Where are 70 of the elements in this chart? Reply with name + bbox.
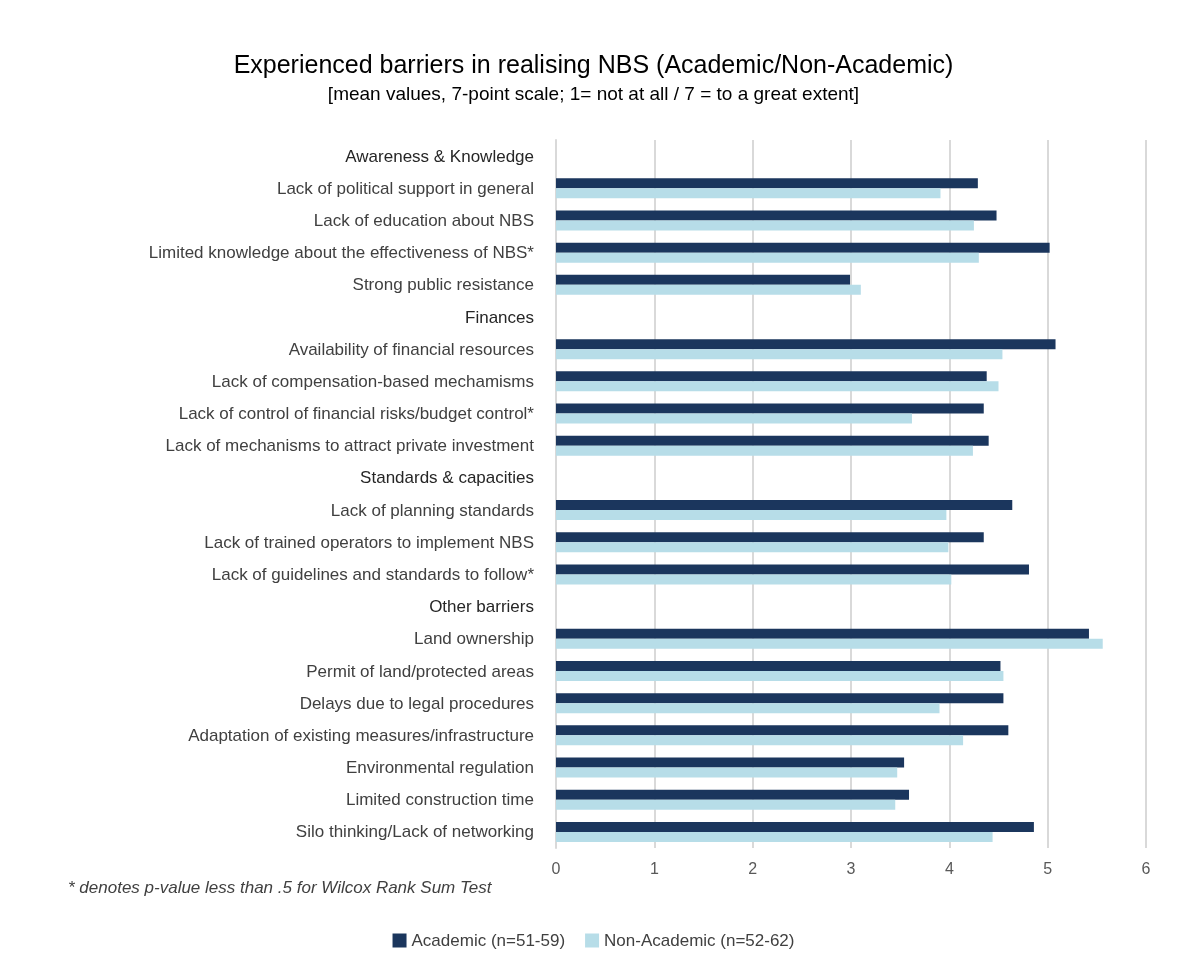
y-tick-label: Lack of planning standards — [330, 500, 534, 520]
bar — [556, 671, 1004, 681]
bar — [556, 532, 984, 543]
legend-label: Academic (n=51-59) — [411, 931, 566, 950]
y-tick-label: Limited knowledge about the effectiveness of NBS* — [148, 243, 535, 263]
bar — [556, 284, 861, 295]
y-tick-label: Awareness & Knowledge — [345, 146, 534, 166]
bar — [556, 220, 974, 231]
bar — [556, 339, 1056, 350]
y-tick-label: Availability of financial resources — [288, 339, 534, 359]
bar — [556, 628, 1089, 639]
y-tick-label: Lack of education about NBS — [313, 210, 534, 230]
text: * denotes p-value less than .5 for Wilcox Rank Sum Test — [68, 878, 493, 897]
y-tick-label: Lack of trained operators to implement NBS — [204, 532, 534, 552]
bar — [556, 735, 964, 746]
y-tick-label: Lack of compensation-based mechamisms — [211, 371, 534, 391]
x-tick-label: 2 — [748, 859, 758, 877]
bar — [556, 661, 1001, 671]
bar — [556, 274, 851, 285]
y-tick-label: Lack of control of financial risks/budget control* — [178, 404, 535, 424]
y-tick-label: Lack of guidelines and standards to follow* — [211, 564, 535, 584]
bar — [556, 242, 1050, 253]
y-tick-label: Land ownership — [413, 629, 534, 649]
bar — [556, 821, 1034, 832]
bar — [556, 767, 898, 778]
x-tick-label: 0 — [551, 859, 561, 877]
bar — [556, 564, 1029, 575]
bar — [556, 435, 989, 446]
y-tick-label: Environmental regulation — [345, 758, 534, 778]
y-tick-label: Finances — [465, 307, 534, 327]
bar — [556, 831, 993, 842]
bar — [556, 725, 1009, 736]
bar — [556, 789, 910, 800]
chart-title: Experienced barriers in realising NBS (Academic/Non-Academic) — [233, 49, 954, 78]
y-tick-label: Limited construction time — [345, 790, 534, 810]
x-tick-label: 6 — [1141, 859, 1151, 877]
bar — [556, 510, 947, 521]
x-tick-label: 4 — [944, 859, 954, 877]
y-tick-label: Standards & capacities — [360, 468, 534, 488]
bar — [556, 574, 952, 585]
bar — [556, 445, 973, 456]
bar — [556, 799, 896, 810]
y-tick-label: Other barriers — [429, 597, 534, 617]
y-tick-label: Permit of land/protected areas — [306, 661, 534, 681]
y-tick-label: Lack of mechanisms to attract private investment — [165, 436, 535, 456]
bar — [556, 500, 1013, 511]
bar — [556, 542, 949, 553]
y-tick-label: Silo thinking/Lack of networking — [295, 822, 534, 842]
bar — [556, 693, 1004, 704]
bar — [556, 638, 1103, 649]
bar — [556, 188, 941, 199]
bar — [556, 349, 1003, 360]
bar — [556, 403, 984, 414]
y-tick-label: Adaptation of existing measures/infrastructure — [188, 725, 534, 745]
y-tick-label: Strong public resistance — [352, 275, 534, 295]
bar — [556, 757, 905, 768]
bar — [556, 252, 979, 263]
bar — [556, 210, 997, 221]
x-tick-label: 1 — [649, 859, 659, 877]
bar — [556, 381, 999, 392]
bar — [556, 413, 912, 424]
y-tick-label: Delays due to legal procedures — [299, 693, 534, 713]
legend-label: Non-Academic (n=52-62) — [604, 931, 795, 950]
y-tick-label: Lack of political support in general — [276, 178, 534, 198]
bar — [556, 178, 978, 189]
chart-subtitle: [mean values, 7-point scale; 1= not at all / 7 = to a great extent] — [327, 83, 860, 104]
bar — [556, 703, 940, 714]
x-tick-label: 5 — [1043, 859, 1053, 877]
bar — [556, 371, 987, 382]
x-tick-label: 3 — [846, 859, 856, 877]
